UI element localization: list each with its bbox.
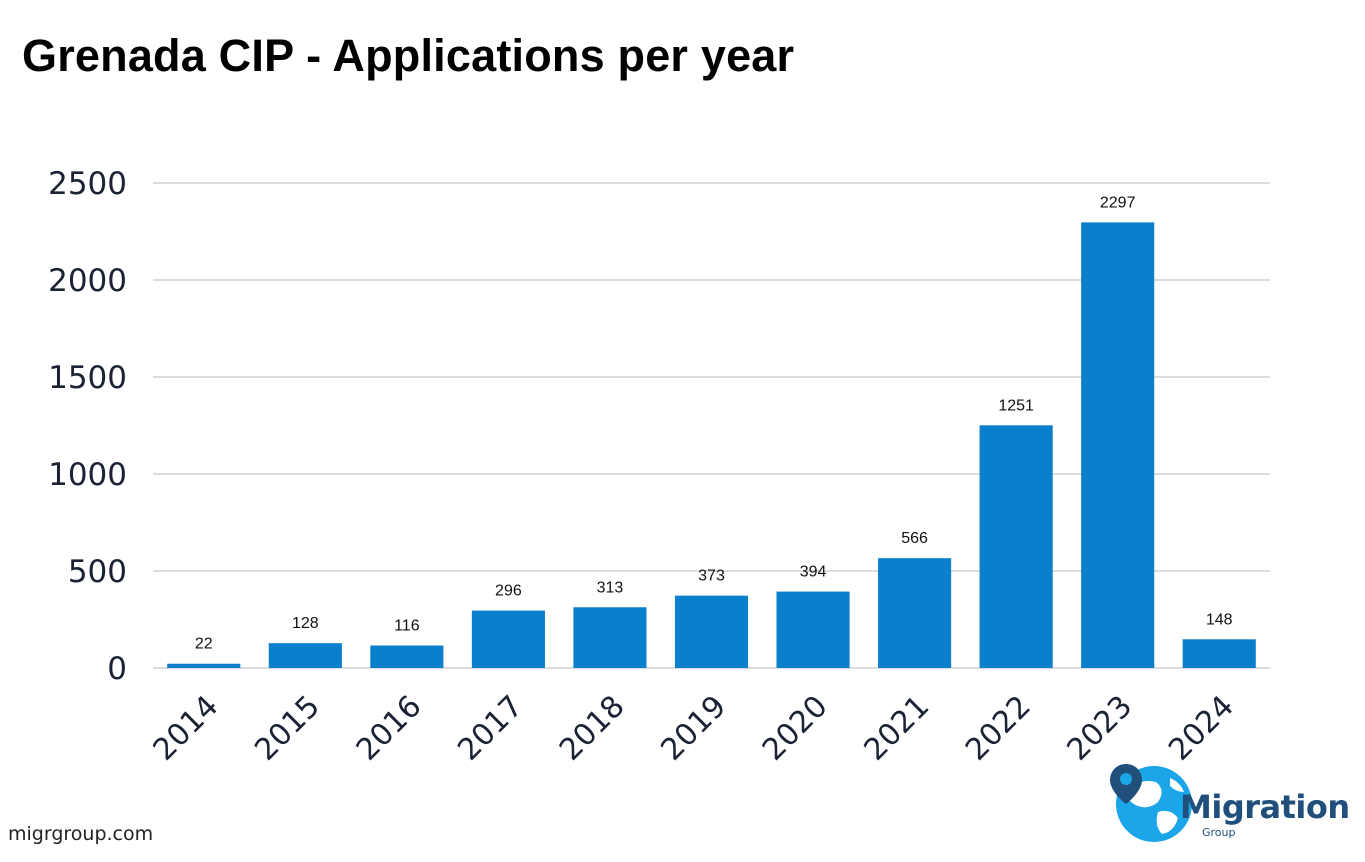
logo-subtext: Group — [1202, 826, 1236, 839]
x-tick-label: 2017 — [451, 689, 530, 768]
data-label: 22 — [195, 636, 213, 653]
bars — [167, 222, 1256, 668]
x-tick-label: 2022 — [959, 689, 1038, 768]
source-credit: migrgroup.com — [8, 823, 154, 845]
bar-2014 — [167, 663, 241, 668]
data-label: 116 — [394, 617, 420, 634]
x-tick-label: 2018 — [553, 689, 632, 768]
data-label: 128 — [292, 615, 319, 632]
data-label: 296 — [495, 583, 522, 600]
data-label: 566 — [901, 530, 928, 547]
data-label: 2297 — [1100, 194, 1136, 211]
y-tick-label: 500 — [68, 554, 127, 590]
data-label: 373 — [698, 568, 725, 585]
x-tick-label: 2014 — [147, 689, 226, 768]
data-labels: 22 128 116 296 313 373 394 566 1251 2297 148 — [195, 194, 1233, 652]
bar-2017 — [471, 610, 545, 668]
y-tick-label: 0 — [107, 651, 127, 687]
x-tick-label: 2023 — [1061, 689, 1140, 768]
bar-2020 — [776, 591, 850, 668]
y-tick-label: 1500 — [48, 360, 127, 396]
data-label: 1251 — [998, 397, 1034, 414]
migration-group-logo: Migration Group — [1108, 760, 1358, 850]
bar-2018 — [573, 607, 647, 668]
bar-2021 — [878, 558, 952, 668]
data-label: 148 — [1206, 611, 1233, 628]
bar-2016 — [370, 645, 444, 668]
y-tick-label: 1000 — [48, 457, 127, 493]
page-title: Grenada CIP - Applications per year — [22, 30, 795, 81]
y-tick-label: 2500 — [48, 166, 127, 202]
x-tick-label: 2016 — [350, 689, 429, 768]
bar-2019 — [674, 595, 749, 668]
x-tick-label: 2019 — [654, 689, 733, 768]
y-axis-ticks: 0 500 1000 1500 2000 2500 — [48, 166, 127, 687]
x-tick-label: 2024 — [1162, 689, 1241, 768]
data-label: 313 — [597, 579, 624, 596]
bar-2024 — [1182, 639, 1256, 668]
x-axis-ticks: 2014 2015 2016 2017 2018 2019 2020 2021 2022 2023… — [147, 689, 1241, 768]
x-tick-label: 2021 — [858, 689, 937, 768]
x-tick-label: 2020 — [756, 689, 835, 768]
bar-2022 — [979, 425, 1053, 668]
y-tick-label: 2000 — [48, 263, 127, 299]
bar-2015 — [268, 643, 342, 668]
globe-pin-icon — [1110, 764, 1192, 842]
data-label: 394 — [800, 564, 827, 581]
logo-wordmark: Migration — [1180, 788, 1350, 826]
bar-2023 — [1081, 222, 1155, 668]
x-tick-label: 2015 — [248, 689, 327, 768]
